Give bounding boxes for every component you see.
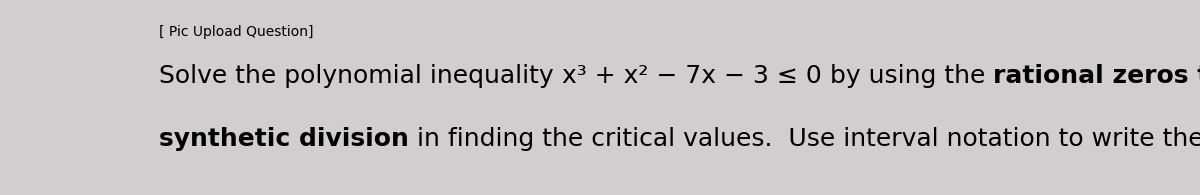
Text: by using the: by using the bbox=[822, 64, 994, 88]
Text: synthetic division: synthetic division bbox=[160, 127, 409, 151]
Text: x³ + x² − 7x − 3 ≤ 0: x³ + x² − 7x − 3 ≤ 0 bbox=[562, 64, 822, 88]
Text: rational zeros theorem: rational zeros theorem bbox=[994, 64, 1200, 88]
Text: Solve the polynomial inequality: Solve the polynomial inequality bbox=[160, 64, 562, 88]
Text: [ Pic Upload Question]: [ Pic Upload Question] bbox=[160, 25, 314, 39]
Text: in finding the critical values.  Use interval notation to write the: in finding the critical values. Use inte… bbox=[409, 127, 1200, 151]
